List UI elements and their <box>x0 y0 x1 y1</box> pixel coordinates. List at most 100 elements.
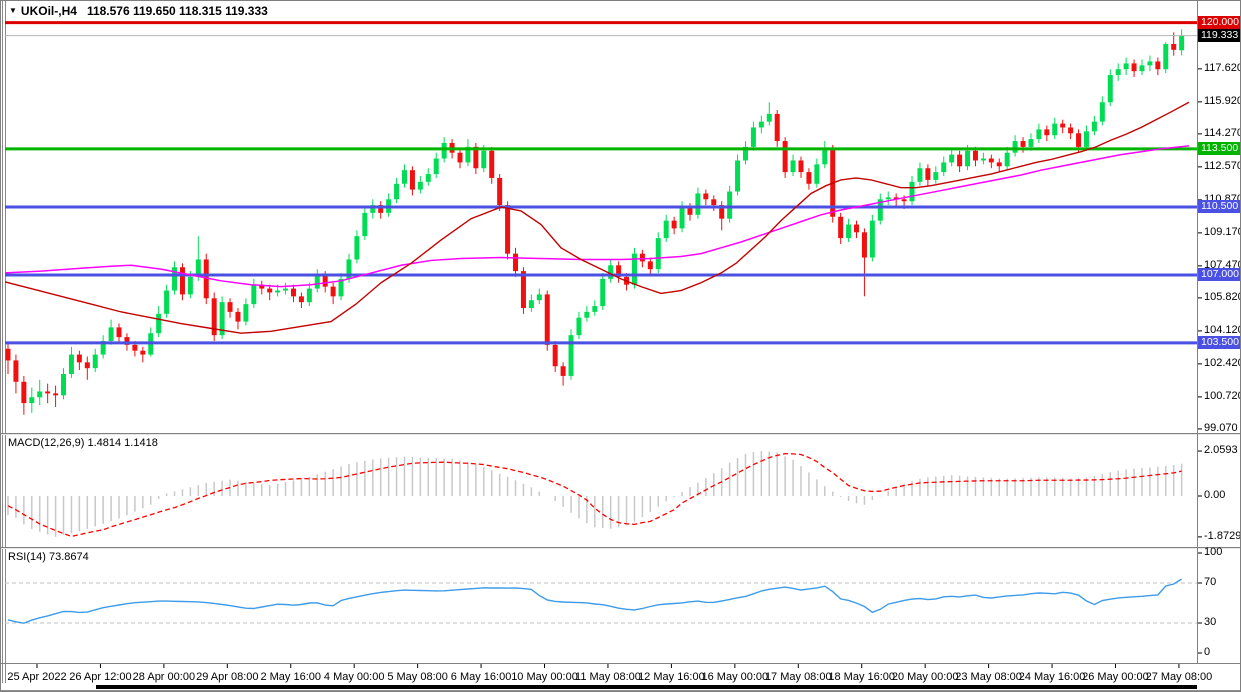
candle-body <box>893 197 899 200</box>
price-tick-label: 105.820 <box>1204 290 1241 303</box>
candle-body <box>100 340 106 355</box>
candle-body <box>1147 61 1153 66</box>
macd-tick-label: -1.8729 <box>1204 529 1241 542</box>
candle-body <box>362 212 368 237</box>
time-tick-label: 5 May 08:00 <box>387 671 448 683</box>
candle-body <box>1083 131 1089 147</box>
macd-group <box>7 451 1183 538</box>
candle-body <box>251 284 257 305</box>
time-tick-label: 16 May 00:00 <box>701 671 769 683</box>
candle-body <box>156 313 162 334</box>
candle-body <box>909 181 915 202</box>
candle-body <box>1123 63 1129 70</box>
price-tick-label: 107.470 <box>1204 258 1241 271</box>
candle-body <box>172 267 178 291</box>
candle-body <box>687 207 693 215</box>
price-tick-label: 112.570 <box>1204 159 1241 172</box>
price-badge-120.000: 120.000 <box>1198 15 1240 29</box>
candle-body <box>394 183 400 200</box>
chart-title: ▼ UKOil-,H4 118.576 119.650 118.315 119.33… <box>9 4 268 18</box>
candle-body <box>528 300 534 308</box>
pane-separator-macd[interactable] <box>1 433 1240 434</box>
candle-body <box>877 199 883 221</box>
time-tick-label: 24 May 16:00 <box>1018 671 1086 683</box>
price-tick-label: 114.270 <box>1204 126 1241 139</box>
candle-body <box>679 207 685 229</box>
candle-body <box>489 150 495 178</box>
time-tick-label: 27 May 08:00 <box>1145 671 1213 683</box>
candle-body <box>68 354 74 374</box>
candle-body <box>84 362 90 369</box>
rsi-tick-label: 100 <box>1204 546 1223 558</box>
candle-body <box>703 193 709 200</box>
symbol-marker-icon[interactable]: ▼ <box>9 6 17 15</box>
candle-body <box>560 366 566 376</box>
candle-body <box>742 146 748 161</box>
price-badge-113.500: 113.500 <box>1198 141 1240 155</box>
candle-body <box>719 205 725 219</box>
candle-body <box>346 259 352 279</box>
price-badge-119.333: 119.333 <box>1198 28 1240 42</box>
candle-body <box>814 164 820 184</box>
candle-body <box>370 205 376 213</box>
candle-body <box>568 335 574 376</box>
candle-body <box>631 253 637 285</box>
candle-body <box>298 296 304 303</box>
candle-body <box>267 288 273 293</box>
candle-body <box>790 160 796 173</box>
candle-body <box>774 113 780 142</box>
time-tick-label: 26 Apr 12:00 <box>69 671 132 683</box>
candle-body <box>505 205 511 254</box>
scrollbar-thumb[interactable] <box>96 685 1197 689</box>
candle-body <box>1139 65 1145 72</box>
rsi-group <box>5 578 1197 624</box>
candle-body <box>949 154 955 163</box>
candle-body <box>354 236 360 260</box>
candle-body <box>179 267 185 295</box>
time-tick-label: 6 May 16:00 <box>450 671 512 683</box>
time-tick-label: 12 May 16:00 <box>638 671 705 683</box>
price-badge-107.000: 107.000 <box>1198 267 1240 281</box>
price-tick-label: 100.720 <box>1204 389 1241 402</box>
candle-body <box>1131 63 1137 72</box>
candle-body <box>988 158 994 163</box>
candle-body <box>695 193 701 215</box>
left-border-line <box>2 1 3 683</box>
rsi-tick-label: 30 <box>1204 616 1217 628</box>
symbol-timeframe-label: UKOil-,H4 <box>20 4 77 18</box>
candle-body <box>996 162 1002 167</box>
candle-body <box>1004 152 1010 167</box>
pane-separator-rsi[interactable] <box>1 547 1240 548</box>
candle-body <box>957 154 963 167</box>
candle-body <box>164 290 170 314</box>
candle-body <box>639 253 645 262</box>
candle-body <box>838 216 844 239</box>
candle-body <box>441 142 447 159</box>
candle-body <box>846 224 852 239</box>
candle-body <box>465 146 471 163</box>
candle-body <box>457 152 463 163</box>
candle-body <box>330 286 336 297</box>
candle-body <box>885 197 891 200</box>
candle-body <box>203 259 209 299</box>
hlines-group[interactable] <box>5 21 1197 345</box>
pane-separator-rsi-highlight <box>1 548 1240 549</box>
scrollbar-track[interactable] <box>1 690 1240 691</box>
price-tick-label: 104.120 <box>1204 323 1241 336</box>
candle-body <box>1163 43 1169 70</box>
candle-body <box>497 177 503 206</box>
candle-body <box>92 354 98 369</box>
time-tick-label: 28 Apr 00:00 <box>132 671 196 683</box>
price-tick-label: 102.420 <box>1204 356 1241 369</box>
price-tick-label: 117.620 <box>1204 61 1241 74</box>
pane-separator-macd-highlight <box>1 434 1240 435</box>
candle-body <box>116 327 122 338</box>
candle-body <box>290 288 296 297</box>
axis-ticks-group <box>36 68 1202 668</box>
candle-body <box>243 304 249 322</box>
time-tick-label: 2 May 16:00 <box>260 671 322 683</box>
time-axis-border <box>1 663 1240 664</box>
candle-body <box>481 150 487 169</box>
candle-body <box>750 127 756 147</box>
